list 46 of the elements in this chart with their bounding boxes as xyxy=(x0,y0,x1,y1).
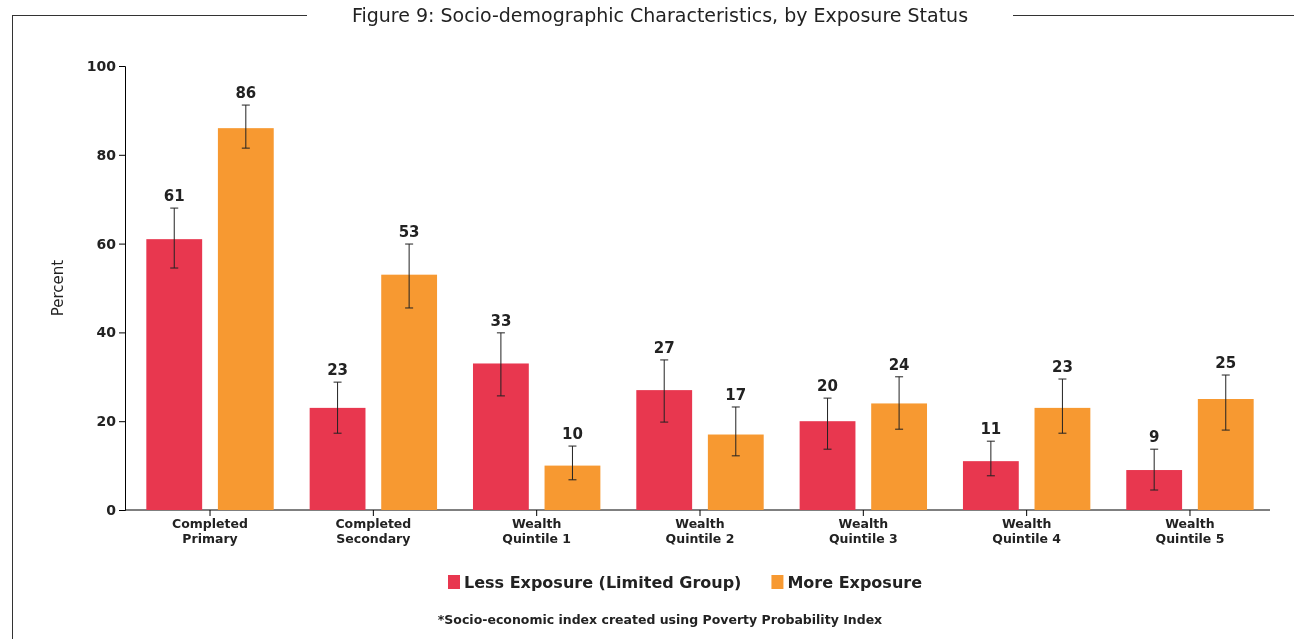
data-label: 20 xyxy=(817,377,838,396)
x-tick-label: Completed Secondary xyxy=(335,515,412,546)
y-tick-label: 20 xyxy=(96,413,117,430)
y-tick-label: 100 xyxy=(86,57,117,74)
x-tick-label: Wealth Quintile 4 xyxy=(992,515,1062,546)
legend-label: More Exposure xyxy=(787,573,923,592)
data-label: 53 xyxy=(398,223,420,242)
data-label: 17 xyxy=(725,385,747,404)
data-label: 25 xyxy=(1215,354,1237,373)
y-tick-label: 80 xyxy=(96,146,117,163)
data-label: 23 xyxy=(327,361,349,380)
data-label: 86 xyxy=(235,84,257,103)
y-tick-label: 0 xyxy=(106,501,117,518)
legend-label: Less Exposure (Limited Group) xyxy=(464,573,742,592)
bar xyxy=(962,461,1019,510)
data-label: 11 xyxy=(980,420,1002,439)
data-label: 33 xyxy=(490,311,512,330)
bar xyxy=(1034,407,1091,510)
bar xyxy=(472,363,529,510)
bar xyxy=(309,407,366,510)
bar xyxy=(1197,399,1254,510)
x-tick-label: Completed Primary xyxy=(172,515,248,546)
data-label: 23 xyxy=(1051,358,1073,377)
x-tick-label: Wealth Quintile 5 xyxy=(1155,515,1225,546)
chart-title: Figure 9: Socio-demographic Characteristics, by Exposure Status xyxy=(351,4,969,26)
x-tick-label: Wealth Quintile 1 xyxy=(502,515,572,546)
bar xyxy=(799,421,856,510)
text: *Socio-economic index created using Poverty Probability Index xyxy=(437,612,883,627)
data-label: 9 xyxy=(1148,428,1160,447)
data-label: 10 xyxy=(562,425,583,444)
bar xyxy=(381,274,438,510)
data-label: 61 xyxy=(163,187,185,206)
bar xyxy=(1126,470,1183,510)
bar xyxy=(707,434,764,510)
y-tick-label: 60 xyxy=(96,235,117,252)
y-tick-label: 40 xyxy=(96,324,117,341)
data-label: 27 xyxy=(653,338,675,357)
data-label: 24 xyxy=(888,355,910,374)
bar xyxy=(636,390,693,510)
y-axis-title: Percent xyxy=(49,259,67,317)
bar xyxy=(871,403,928,510)
x-tick-label: Wealth Quintile 2 xyxy=(665,515,735,546)
x-tick-label: Wealth Quintile 3 xyxy=(828,515,898,546)
bar xyxy=(217,128,274,510)
bar xyxy=(146,239,203,510)
bar xyxy=(544,465,601,510)
